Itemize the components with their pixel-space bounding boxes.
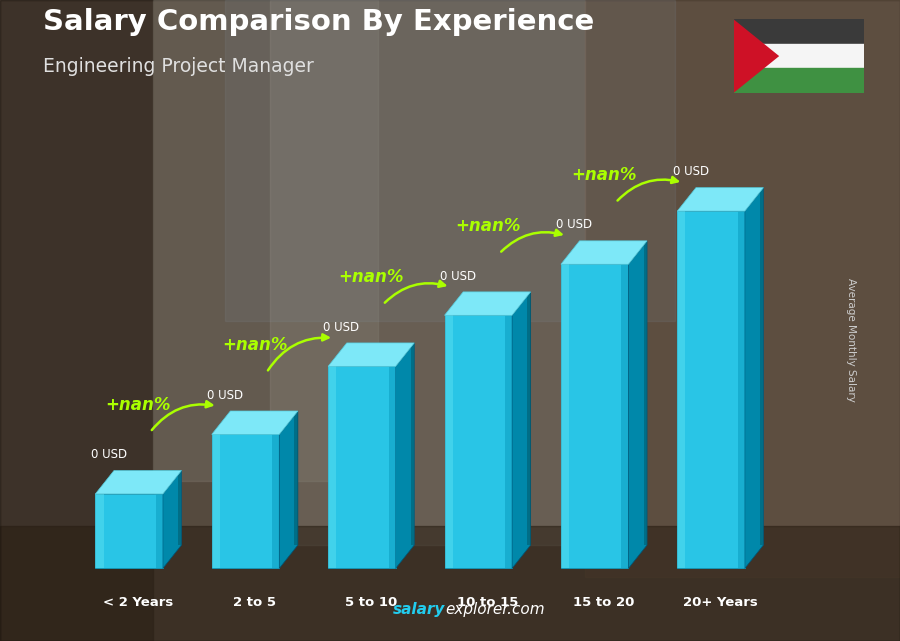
Polygon shape	[328, 367, 396, 569]
Text: +nan%: +nan%	[105, 395, 171, 413]
Text: 0 USD: 0 USD	[556, 219, 592, 231]
Text: 0 USD: 0 USD	[323, 320, 360, 333]
Polygon shape	[734, 19, 779, 93]
Polygon shape	[561, 241, 647, 264]
Bar	[0, 0, 153, 641]
Polygon shape	[279, 411, 298, 569]
Text: 2 to 5: 2 to 5	[233, 596, 276, 609]
Polygon shape	[163, 470, 182, 569]
Text: 5 to 10: 5 to 10	[345, 596, 397, 609]
Polygon shape	[445, 292, 531, 315]
Polygon shape	[678, 211, 745, 569]
Text: +nan%: +nan%	[338, 268, 404, 286]
Polygon shape	[212, 435, 220, 569]
Polygon shape	[178, 470, 182, 545]
Polygon shape	[389, 367, 396, 569]
Polygon shape	[445, 315, 512, 569]
Polygon shape	[212, 411, 298, 435]
Polygon shape	[745, 188, 763, 569]
Polygon shape	[410, 343, 414, 545]
Polygon shape	[644, 241, 647, 545]
Polygon shape	[328, 343, 414, 367]
Polygon shape	[628, 241, 647, 569]
Text: 0 USD: 0 USD	[91, 448, 127, 461]
Text: +nan%: +nan%	[454, 217, 520, 235]
Polygon shape	[505, 315, 512, 569]
Text: Engineering Project Manager: Engineering Project Manager	[43, 56, 314, 76]
Bar	[225, 0, 675, 320]
Polygon shape	[212, 435, 279, 569]
Polygon shape	[95, 494, 104, 569]
Bar	[153, 0, 378, 481]
Polygon shape	[445, 315, 453, 569]
Text: < 2 Years: < 2 Years	[104, 596, 174, 609]
Bar	[585, 0, 900, 577]
Polygon shape	[760, 188, 763, 545]
Polygon shape	[561, 264, 628, 569]
Polygon shape	[738, 211, 745, 569]
Bar	[0, 526, 900, 641]
Text: salary: salary	[393, 602, 446, 617]
Polygon shape	[396, 343, 414, 569]
Polygon shape	[678, 188, 763, 211]
Polygon shape	[95, 494, 163, 569]
Bar	[734, 44, 864, 69]
Text: +nan%: +nan%	[572, 166, 636, 184]
Polygon shape	[527, 292, 531, 545]
Text: explorer.com: explorer.com	[446, 602, 545, 617]
Bar	[734, 69, 864, 93]
Text: 0 USD: 0 USD	[672, 165, 709, 178]
Bar	[734, 19, 864, 44]
Text: 20+ Years: 20+ Years	[683, 596, 758, 609]
Polygon shape	[273, 435, 279, 569]
Polygon shape	[512, 292, 531, 569]
Text: 10 to 15: 10 to 15	[457, 596, 518, 609]
Polygon shape	[678, 211, 686, 569]
Polygon shape	[561, 264, 569, 569]
Polygon shape	[95, 470, 182, 494]
Polygon shape	[156, 494, 163, 569]
Text: 0 USD: 0 USD	[440, 269, 476, 283]
Text: +nan%: +nan%	[222, 336, 288, 354]
Polygon shape	[294, 411, 298, 545]
Polygon shape	[328, 367, 337, 569]
Text: 15 to 20: 15 to 20	[573, 596, 634, 609]
Text: Salary Comparison By Experience: Salary Comparison By Experience	[43, 8, 594, 36]
Polygon shape	[621, 264, 628, 569]
Text: Average Monthly Salary: Average Monthly Salary	[845, 278, 856, 402]
Text: 0 USD: 0 USD	[207, 388, 243, 402]
Bar	[270, 0, 585, 545]
